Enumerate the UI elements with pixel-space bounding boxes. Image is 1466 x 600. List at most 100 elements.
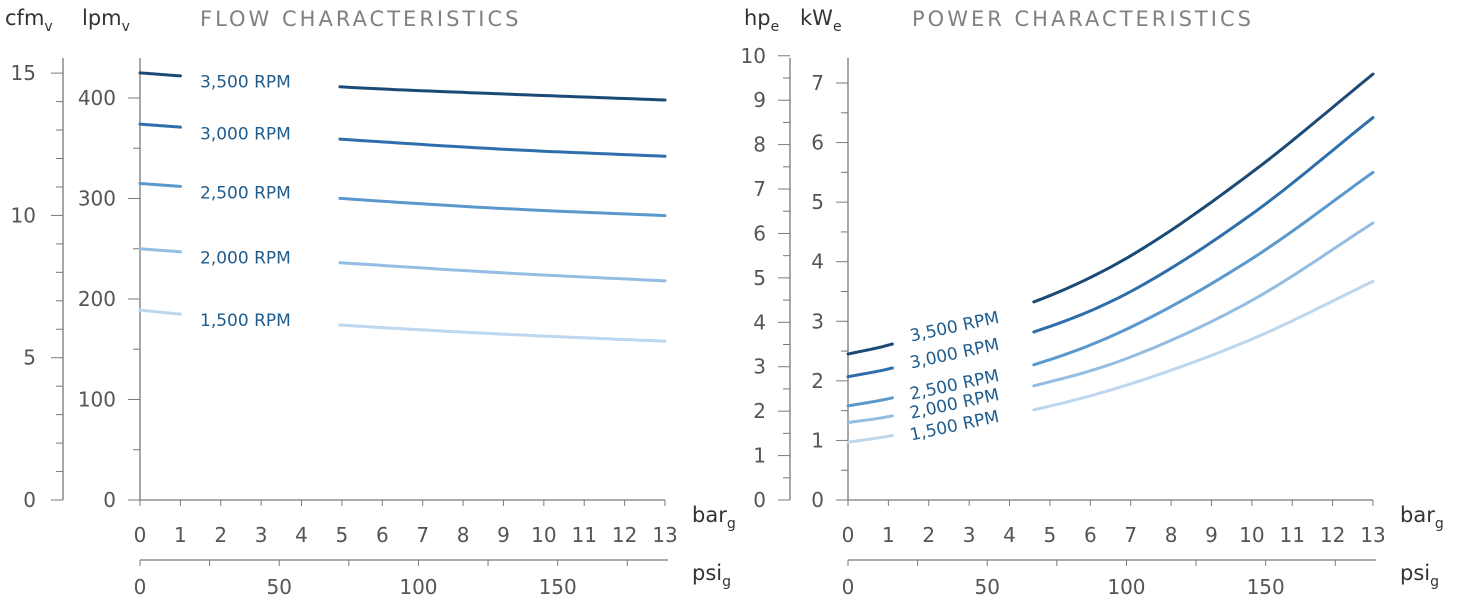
power-hp-tick-label: 0 — [753, 488, 766, 512]
power-kw-unit: kWe — [800, 6, 842, 35]
flow-series-line-left — [138, 71, 182, 78]
flow-series-line-right — [338, 261, 667, 283]
flow-lpm-tick-label: 200 — [78, 287, 116, 311]
power-kw-tick-label: 4 — [811, 250, 824, 274]
flow-series-label: 1,500 RPM — [200, 311, 291, 331]
power-series-line-left — [846, 396, 894, 408]
flow-bar-tick-label: 7 — [416, 523, 429, 547]
power-kw-tick-label: 6 — [811, 131, 824, 155]
flow-lpm-tick-label: 0 — [103, 488, 116, 512]
power-psi-tick-label: 0 — [842, 575, 855, 599]
power-series-line-left — [846, 414, 894, 425]
power-bar-tick-label: 7 — [1124, 523, 1137, 547]
flow-lpm-unit: lpmv — [82, 6, 130, 35]
power-hp-tick-label: 9 — [753, 88, 766, 112]
power-hp-tick-label: 7 — [753, 177, 766, 201]
flow-psi-tick-label: 150 — [539, 575, 577, 599]
power-bar-tick-label: 10 — [1239, 523, 1264, 547]
power-hp-tick-label: 4 — [753, 310, 766, 334]
power-psi-tick-label: 50 — [974, 575, 999, 599]
flow-series-line-right — [338, 137, 667, 158]
power-hp-tick-label: 8 — [753, 133, 766, 157]
power-series-line-left — [846, 434, 894, 444]
flow-psi-tick-label: 50 — [266, 575, 291, 599]
power-bar-tick-label: 13 — [1360, 523, 1385, 547]
power-title: POWER CHARACTERISTICS — [912, 7, 1254, 31]
flow-lpm-tick-label: 400 — [78, 86, 116, 110]
power-hp-unit: hpe — [744, 6, 779, 35]
flow-bar-unit: barg — [692, 503, 736, 532]
flow-bar-tick-label: 3 — [255, 523, 268, 547]
power-bar-tick-label: 5 — [1044, 523, 1057, 547]
power-bar-tick-label: 6 — [1084, 523, 1097, 547]
flow-lpm-tick-label: 300 — [78, 187, 116, 211]
flow-series-label: 3,000 RPM — [200, 124, 291, 144]
flow-bar-tick-label: 8 — [457, 523, 470, 547]
flow-cfm-tick-label: 15 — [11, 61, 36, 85]
power-bar-tick-label: 2 — [922, 523, 935, 547]
flow-bar-tick-label: 10 — [531, 523, 556, 547]
power-bar-tick-label: 12 — [1320, 523, 1345, 547]
flow-bar-tick-label: 2 — [214, 523, 227, 547]
power-hp-tick-label: 1 — [753, 444, 766, 468]
flow-series-line-left — [138, 308, 182, 316]
power-bar-tick-label: 9 — [1205, 523, 1218, 547]
flow-bar-tick-label: 13 — [652, 523, 677, 547]
flow-series-line-right — [338, 196, 667, 218]
power-series-line-right — [1032, 116, 1375, 334]
power-psi-tick-label: 100 — [1107, 575, 1145, 599]
power-kw-tick-label: 7 — [811, 71, 824, 95]
power-bar-unit: barg — [1400, 503, 1444, 532]
power-hp-tick-label: 2 — [753, 399, 766, 423]
power-series-line-right — [1032, 279, 1375, 412]
power-psi-unit: psig — [1400, 561, 1439, 590]
flow-bar-tick-label: 11 — [572, 523, 597, 547]
power-bar-tick-label: 8 — [1165, 523, 1178, 547]
flow-psi-unit: psig — [692, 561, 731, 590]
power-series-line-left — [846, 342, 894, 356]
flow-bar-tick-label: 9 — [497, 523, 510, 547]
flow-series-line-right — [338, 85, 667, 102]
power-series-line-right — [1032, 72, 1375, 304]
flow-series-line-left — [138, 247, 182, 254]
flow-cfm-tick-label: 5 — [23, 346, 36, 370]
flow-series-label: 2,000 RPM — [200, 248, 291, 268]
flow-cfm-tick-label: 0 — [23, 488, 36, 512]
flow-series-label: 3,500 RPM — [200, 73, 291, 93]
flow-bar-tick-label: 4 — [295, 523, 308, 547]
flow-bar-tick-label: 0 — [134, 523, 147, 547]
power-hp-tick-label: 10 — [741, 44, 766, 68]
flow-bar-tick-label: 6 — [376, 523, 389, 547]
flow-bar-tick-label: 5 — [336, 523, 349, 547]
power-bar-tick-label: 0 — [842, 523, 855, 547]
power-bar-tick-label: 4 — [1003, 523, 1016, 547]
power-bar-tick-label: 1 — [882, 523, 895, 547]
power-series-line-right — [1032, 221, 1375, 388]
flow-cfm-tick-label: 10 — [11, 203, 36, 227]
flow-series-line-left — [138, 122, 182, 129]
flow-lpm-tick-label: 100 — [78, 388, 116, 412]
flow-cfm-unit: cfmv — [5, 6, 53, 35]
power-series-line-right — [1032, 170, 1375, 367]
power-hp-tick-label: 3 — [753, 355, 766, 379]
flow-title: FLOW CHARACTERISTICS — [200, 7, 521, 31]
power-kw-tick-label: 3 — [811, 309, 824, 333]
power-bar-tick-label: 3 — [963, 523, 976, 547]
flow-series-line-left — [138, 181, 182, 188]
power-bar-tick-label: 11 — [1280, 523, 1305, 547]
flow-series-label: 2,500 RPM — [200, 184, 291, 204]
power-psi-tick-label: 150 — [1247, 575, 1285, 599]
flow-bar-tick-label: 12 — [612, 523, 637, 547]
power-hp-tick-label: 5 — [753, 266, 766, 290]
power-series-line-left — [846, 366, 894, 379]
power-kw-tick-label: 1 — [811, 428, 824, 452]
power-kw-tick-label: 0 — [811, 488, 824, 512]
flow-psi-tick-label: 100 — [399, 575, 437, 599]
flow-bar-tick-label: 1 — [174, 523, 187, 547]
flow-psi-tick-label: 0 — [134, 575, 147, 599]
power-hp-tick-label: 6 — [753, 221, 766, 245]
flow-series-line-right — [338, 323, 667, 343]
power-kw-tick-label: 5 — [811, 190, 824, 214]
power-kw-tick-label: 2 — [811, 369, 824, 393]
